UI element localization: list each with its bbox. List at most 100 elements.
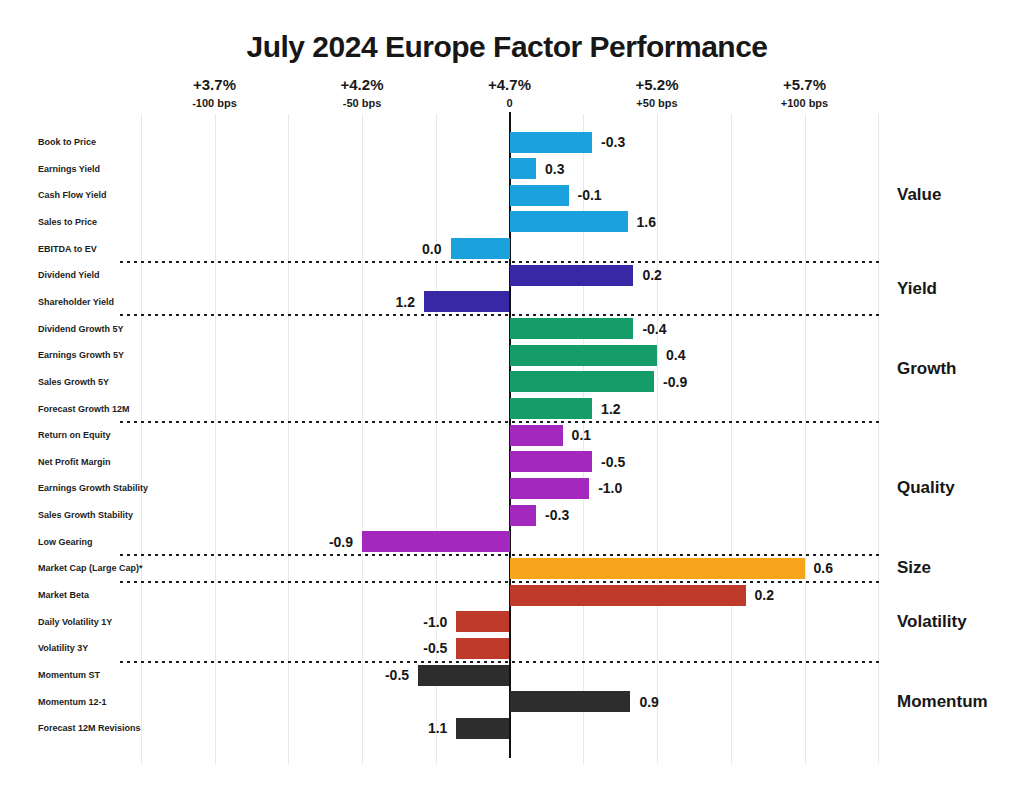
factor-bar [510, 691, 631, 712]
factor-bar [456, 638, 509, 659]
factor-bar [418, 665, 509, 686]
factor-value-label: 0.2 [755, 587, 774, 603]
factor-label: Shareholder Yield [38, 297, 114, 307]
axis-tick-bps: +50 bps [597, 97, 717, 109]
factor-value-label: -0.3 [545, 507, 569, 523]
minor-gridline [657, 114, 658, 764]
factor-label: Daily Volatility 1Y [38, 617, 112, 627]
axis-tick-percent: +5.2% [597, 76, 717, 93]
factor-bar [451, 238, 510, 259]
factor-label: Low Gearing [38, 537, 93, 547]
factor-bar [510, 558, 805, 579]
factor-value-label: 0.3 [545, 161, 564, 177]
factor-label: Dividend Yield [38, 270, 100, 280]
factor-label: Market Cap (Large Cap)* [38, 563, 143, 573]
group-label-size: Size [897, 558, 931, 578]
factor-value-label: -0.1 [578, 187, 602, 203]
factor-bar [456, 611, 509, 632]
minor-gridline [731, 114, 732, 764]
factor-label: Momentum ST [38, 670, 100, 680]
factor-bar [510, 158, 537, 179]
minor-gridline [805, 114, 806, 764]
axis-tick-percent: +5.7% [745, 76, 865, 93]
factor-value-label: 0.2 [642, 267, 661, 283]
factor-value-label: -0.9 [663, 374, 687, 390]
factor-label: Sales Growth 5Y [38, 377, 109, 387]
minor-gridline [215, 114, 216, 764]
factor-value-label: 1.2 [395, 294, 414, 310]
group-label-momentum: Momentum [897, 692, 988, 712]
minor-gridline [878, 114, 879, 764]
factor-label: Net Profit Margin [38, 457, 111, 467]
factor-bar [456, 718, 509, 739]
factor-bar [510, 211, 628, 232]
factor-value-label: 0.9 [639, 694, 658, 710]
group-label-value: Value [897, 185, 941, 205]
factor-value-label: 0.6 [814, 560, 833, 576]
axis-tick-percent: +4.7% [450, 76, 570, 93]
group-label-yield: Yield [897, 279, 937, 299]
minor-gridline [362, 114, 363, 764]
factor-bar [510, 478, 590, 499]
axis-tick-percent: +4.2% [302, 76, 422, 93]
factor-label: Momentum 12-1 [38, 697, 107, 707]
group-separator [120, 661, 879, 663]
factor-label: Market Beta [38, 590, 89, 600]
factor-value-label: 1.2 [601, 401, 620, 417]
group-separator [120, 581, 879, 583]
axis-tick-bps: +100 bps [745, 97, 865, 109]
factor-bar [510, 371, 655, 392]
factor-label: Forecast Growth 12M [38, 404, 130, 414]
factor-value-label: -1.0 [423, 614, 447, 630]
minor-gridline [288, 114, 289, 764]
factor-label: Sales Growth Stability [38, 510, 133, 520]
group-separator [120, 421, 879, 423]
factor-label: Forecast 12M Revisions [38, 723, 141, 733]
axis-tick-bps: 0 [450, 97, 570, 109]
factor-label: Return on Equity [38, 430, 111, 440]
factor-label: EBITDA to EV [38, 244, 97, 254]
factor-bar [510, 585, 746, 606]
factor-label: Book to Price [38, 137, 96, 147]
minor-gridline [141, 114, 142, 764]
factor-bar [510, 505, 537, 526]
group-label-volatility: Volatility [897, 612, 967, 632]
factor-value-label: -0.5 [601, 454, 625, 470]
factor-value-label: -1.0 [598, 480, 622, 496]
axis-tick-bps: -50 bps [302, 97, 422, 109]
factor-bar [510, 318, 634, 339]
factor-bar [510, 185, 569, 206]
factor-bar [510, 425, 563, 446]
factor-bar [510, 451, 593, 472]
factor-label: Dividend Growth 5Y [38, 324, 124, 334]
factor-value-label: 0.1 [572, 427, 591, 443]
factor-value-label: -0.5 [385, 667, 409, 683]
factor-label: Sales to Price [38, 217, 97, 227]
group-label-quality: Quality [897, 478, 955, 498]
chart-title: July 2024 Europe Factor Performance [0, 30, 1014, 64]
factor-bar [362, 531, 510, 552]
factor-value-label: 1.6 [637, 214, 656, 230]
factor-value-label: 0.0 [422, 241, 441, 257]
factor-bar [510, 132, 593, 153]
factor-value-label: -0.9 [329, 534, 353, 550]
factor-label: Earnings Growth 5Y [38, 350, 124, 360]
factor-performance-infographic: July 2024 Europe Factor Performance +3.7… [0, 0, 1024, 786]
factor-bar [510, 345, 658, 366]
group-separator [120, 554, 879, 556]
axis-tick-bps: -100 bps [155, 97, 275, 109]
factor-bar [510, 398, 593, 419]
factor-value-label: 0.4 [666, 347, 685, 363]
factor-bar [510, 265, 634, 286]
factor-label: Cash Flow Yield [38, 190, 107, 200]
group-separator [120, 261, 879, 263]
axis-tick-percent: +3.7% [155, 76, 275, 93]
factor-value-label: -0.5 [423, 640, 447, 656]
factor-label: Earnings Growth Stability [38, 483, 148, 493]
factor-label: Volatility 3Y [38, 643, 88, 653]
factor-value-label: -0.4 [642, 321, 666, 337]
factor-value-label: -0.3 [601, 134, 625, 150]
factor-label: Earnings Yield [38, 164, 100, 174]
group-separator [120, 314, 879, 316]
factor-value-label: 1.1 [428, 720, 447, 736]
